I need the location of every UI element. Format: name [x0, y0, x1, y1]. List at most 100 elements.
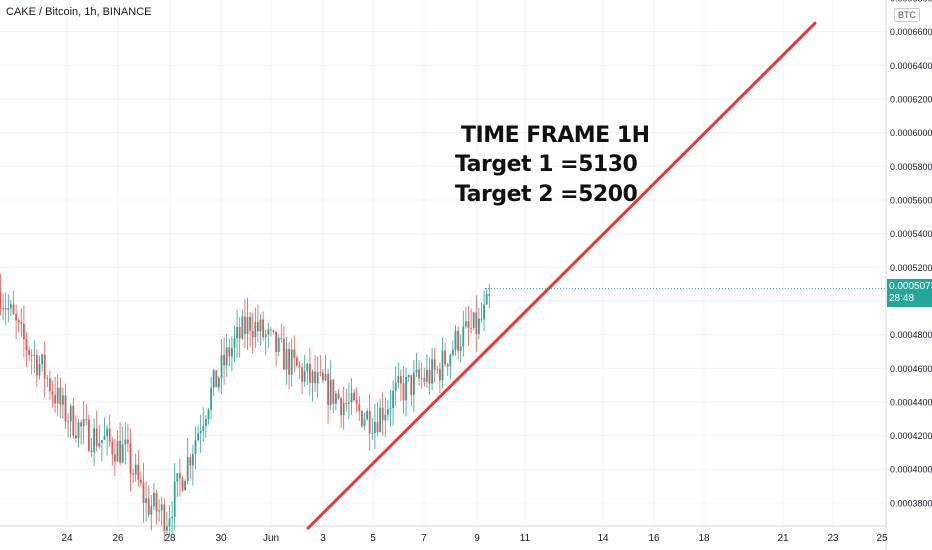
candle-body — [158, 510, 160, 512]
candle-body — [181, 478, 184, 491]
x-tick-label: 25 — [876, 533, 888, 544]
candle-body — [340, 398, 342, 416]
candle-body — [106, 428, 108, 437]
candle-body — [197, 433, 199, 441]
candle-body — [176, 473, 179, 482]
candle-body — [363, 419, 366, 427]
candle-body — [431, 359, 433, 384]
candle-body — [475, 312, 478, 335]
candle-body — [254, 322, 257, 338]
y-tick-label: 0.0004200 — [890, 431, 932, 441]
candle-body — [28, 349, 30, 355]
candle-body — [98, 442, 101, 447]
candle-body — [332, 379, 335, 404]
candle-body — [478, 318, 480, 335]
candle-body — [101, 439, 103, 443]
candle-body — [485, 293, 488, 305]
candle-body — [397, 376, 400, 383]
candle-body — [163, 504, 166, 531]
candle-body — [246, 316, 249, 335]
annotation-target-2[interactable]: Target 2 =5200 — [455, 182, 638, 207]
candle-body — [259, 319, 262, 332]
candle-body — [400, 376, 402, 384]
candle-body — [368, 410, 371, 434]
candle-body — [342, 402, 345, 416]
candle-body — [238, 327, 241, 339]
y-tick-label: 0.0006200 — [890, 94, 932, 104]
candle-body — [358, 403, 361, 411]
x-tick-label: 23 — [827, 533, 839, 544]
candle-body — [54, 394, 56, 404]
candle-body — [116, 440, 119, 462]
current-price-tag: 0.0005073 28:48 — [887, 279, 932, 307]
candle-body — [67, 421, 69, 423]
candle-body — [462, 326, 465, 347]
candle-body — [155, 492, 158, 512]
candle-body — [249, 316, 251, 331]
currency-badge[interactable]: BTC — [894, 8, 920, 22]
candle-body — [140, 479, 142, 483]
candle-body — [228, 347, 231, 357]
x-tick-label: 24 — [61, 533, 73, 544]
x-tick-label: 21 — [777, 533, 789, 544]
candle-body — [179, 473, 181, 479]
x-tick-label: 11 — [520, 533, 531, 544]
candle-body — [77, 422, 80, 439]
candle-body — [186, 457, 189, 481]
candle-body — [194, 440, 197, 454]
x-tick-label: 7 — [421, 533, 427, 544]
candle-body — [103, 436, 106, 440]
candle-body — [459, 346, 462, 351]
y-tick-label: 0.0004000 — [890, 465, 932, 475]
candle-body — [124, 439, 127, 445]
candle-body — [480, 318, 483, 320]
candle-body — [56, 387, 59, 404]
candle-body — [394, 382, 397, 391]
candle-body — [0, 292, 2, 310]
candle-body — [472, 312, 475, 328]
candle-body — [381, 407, 384, 421]
candle-body — [59, 387, 62, 405]
candle-body — [212, 370, 215, 388]
trendline[interactable] — [306, 21, 817, 530]
candle-body — [95, 428, 98, 447]
candle-body — [20, 321, 23, 324]
candle-body — [374, 422, 376, 434]
candle-body — [69, 405, 72, 422]
candle-body — [147, 498, 150, 515]
candle-body — [413, 372, 415, 395]
candle-body — [457, 330, 459, 351]
candle-body — [444, 350, 446, 365]
candle-body — [51, 391, 54, 395]
candle-body — [49, 378, 51, 392]
candle-body — [114, 454, 116, 462]
candle-body — [160, 504, 163, 511]
y-tick-label: 0.0006400 — [890, 61, 932, 71]
candle-body — [319, 372, 322, 374]
candle-body — [423, 377, 426, 382]
candle-body — [4, 307, 7, 310]
y-tick-label: 0.0005800 — [890, 162, 932, 172]
candle-body — [267, 329, 270, 335]
x-tick-label: 26 — [112, 533, 124, 544]
candle-body — [483, 304, 485, 320]
candle-body — [433, 359, 436, 370]
y-tick-label: 0.0006000 — [890, 128, 932, 138]
candle-body — [418, 369, 420, 379]
candle-body — [90, 450, 93, 453]
candle-body — [121, 444, 124, 463]
candle-body — [285, 348, 288, 370]
annotation-time-frame[interactable]: TIME FRAME 1H — [461, 123, 650, 148]
candle-body — [449, 354, 452, 367]
candle-body — [345, 402, 348, 404]
candle-body — [407, 375, 410, 377]
candle-body — [392, 390, 394, 409]
candle-body — [288, 348, 290, 375]
annotation-target-1[interactable]: Target 1 =5130 — [455, 152, 638, 177]
candle-body — [171, 516, 173, 519]
candle-body — [85, 419, 88, 421]
candle-body — [218, 377, 220, 388]
candle-body — [251, 330, 254, 338]
